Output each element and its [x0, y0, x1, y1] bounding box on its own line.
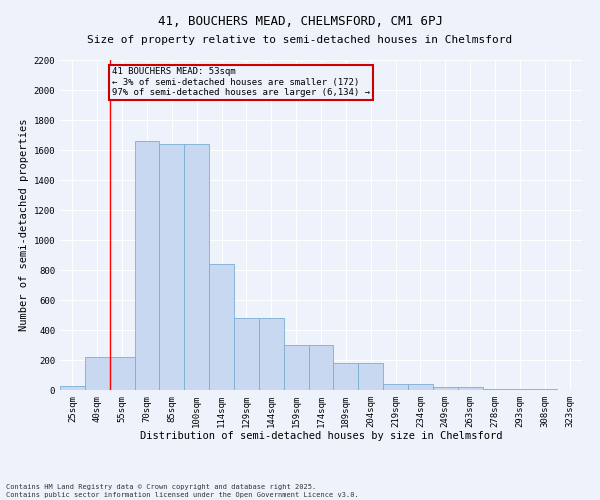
Bar: [184, 144, 209, 390]
Bar: [160, 144, 184, 390]
X-axis label: Distribution of semi-detached houses by size in Chelmsford: Distribution of semi-detached houses by …: [140, 432, 502, 442]
Bar: [358, 363, 383, 390]
Bar: [532, 389, 557, 390]
Text: Contains HM Land Registry data © Crown copyright and database right 2025.
Contai: Contains HM Land Registry data © Crown c…: [6, 484, 359, 498]
Bar: [234, 318, 259, 390]
Y-axis label: Number of semi-detached properties: Number of semi-detached properties: [19, 118, 29, 331]
Bar: [482, 388, 508, 390]
Bar: [308, 345, 334, 390]
Bar: [458, 387, 482, 390]
Bar: [134, 141, 160, 390]
Bar: [110, 357, 134, 390]
Bar: [85, 357, 110, 390]
Bar: [433, 387, 458, 390]
Bar: [259, 318, 284, 390]
Bar: [209, 264, 234, 390]
Bar: [334, 363, 358, 390]
Bar: [60, 386, 85, 390]
Bar: [508, 388, 532, 390]
Text: 41, BOUCHERS MEAD, CHELMSFORD, CM1 6PJ: 41, BOUCHERS MEAD, CHELMSFORD, CM1 6PJ: [157, 15, 443, 28]
Bar: [408, 384, 433, 390]
Bar: [284, 345, 308, 390]
Bar: [383, 384, 408, 390]
Text: Size of property relative to semi-detached houses in Chelmsford: Size of property relative to semi-detach…: [88, 35, 512, 45]
Text: 41 BOUCHERS MEAD: 53sqm
← 3% of semi-detached houses are smaller (172)
97% of se: 41 BOUCHERS MEAD: 53sqm ← 3% of semi-det…: [112, 68, 370, 98]
